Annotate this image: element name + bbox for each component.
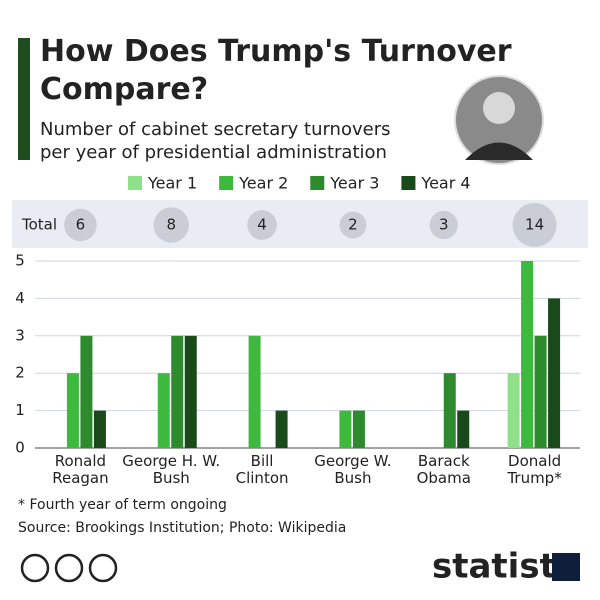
- footnote: * Fourth year of term ongoing: [18, 497, 227, 513]
- license-icons: [20, 553, 118, 583]
- y-tick-label: 1: [15, 401, 25, 419]
- total-circle: [247, 210, 277, 240]
- bar: [93, 410, 106, 448]
- total-value: 4: [257, 216, 267, 234]
- bar: [352, 410, 365, 448]
- photo-face: [483, 92, 515, 124]
- y-tick-label: 0: [15, 439, 25, 457]
- total-circle: [339, 211, 367, 239]
- chart-title: How Does Trump's Turnover Compare?: [40, 34, 512, 107]
- bar: [548, 298, 561, 448]
- bar: [339, 410, 352, 448]
- x-tick-label: George H. W. Bush: [122, 452, 220, 487]
- totals-band: [12, 200, 588, 248]
- title-accent: [18, 38, 30, 160]
- legend-label: Year 4: [420, 174, 470, 193]
- x-tick-label: Donald Trump*: [506, 452, 562, 487]
- legend-swatch: [401, 176, 416, 190]
- total-value: 8: [166, 216, 176, 234]
- bar: [275, 410, 288, 448]
- y-tick-label: 2: [15, 364, 25, 382]
- total-value: 14: [525, 216, 544, 234]
- total-value: 3: [439, 216, 449, 234]
- x-tick-label: Ronald Reagan: [52, 452, 108, 487]
- bar: [521, 261, 534, 448]
- total-value: 2: [348, 216, 358, 234]
- bar: [80, 335, 93, 448]
- x-tick-label: Bill Clinton: [236, 452, 289, 487]
- legend-label: Year 3: [329, 174, 379, 193]
- bar: [507, 373, 520, 448]
- legend-label: Year 2: [238, 174, 288, 193]
- y-tick-label: 4: [15, 289, 25, 307]
- brand-icon: [552, 553, 580, 581]
- photo-suit: [465, 142, 533, 160]
- total-circle: [153, 207, 189, 243]
- bar: [184, 335, 197, 448]
- bar: [157, 373, 170, 448]
- total-circle: [64, 208, 97, 242]
- total-circle: [429, 210, 458, 240]
- legend-label: Year 1: [147, 174, 197, 193]
- x-tick-label: George W. Bush: [314, 452, 391, 487]
- legend-swatch: [310, 176, 325, 190]
- legend-swatch: [128, 176, 142, 190]
- total-value: 6: [76, 216, 86, 234]
- y-tick-label: 5: [15, 252, 25, 270]
- source: Source: Brookings Institution; Photo: Wi…: [18, 520, 346, 536]
- bar: [171, 335, 184, 448]
- chart-subtitle: Number of cabinet secretary turnovers per…: [40, 119, 390, 163]
- total-circle: [512, 203, 557, 247]
- totals-label: Total: [21, 216, 57, 234]
- y-tick-label: 3: [15, 326, 25, 344]
- bar: [534, 335, 547, 448]
- bar: [66, 373, 79, 448]
- legend-swatch: [219, 176, 234, 190]
- x-tick-label: Barack Obama: [417, 452, 471, 487]
- bar: [443, 373, 456, 448]
- bar: [457, 410, 470, 448]
- bar: [248, 335, 261, 448]
